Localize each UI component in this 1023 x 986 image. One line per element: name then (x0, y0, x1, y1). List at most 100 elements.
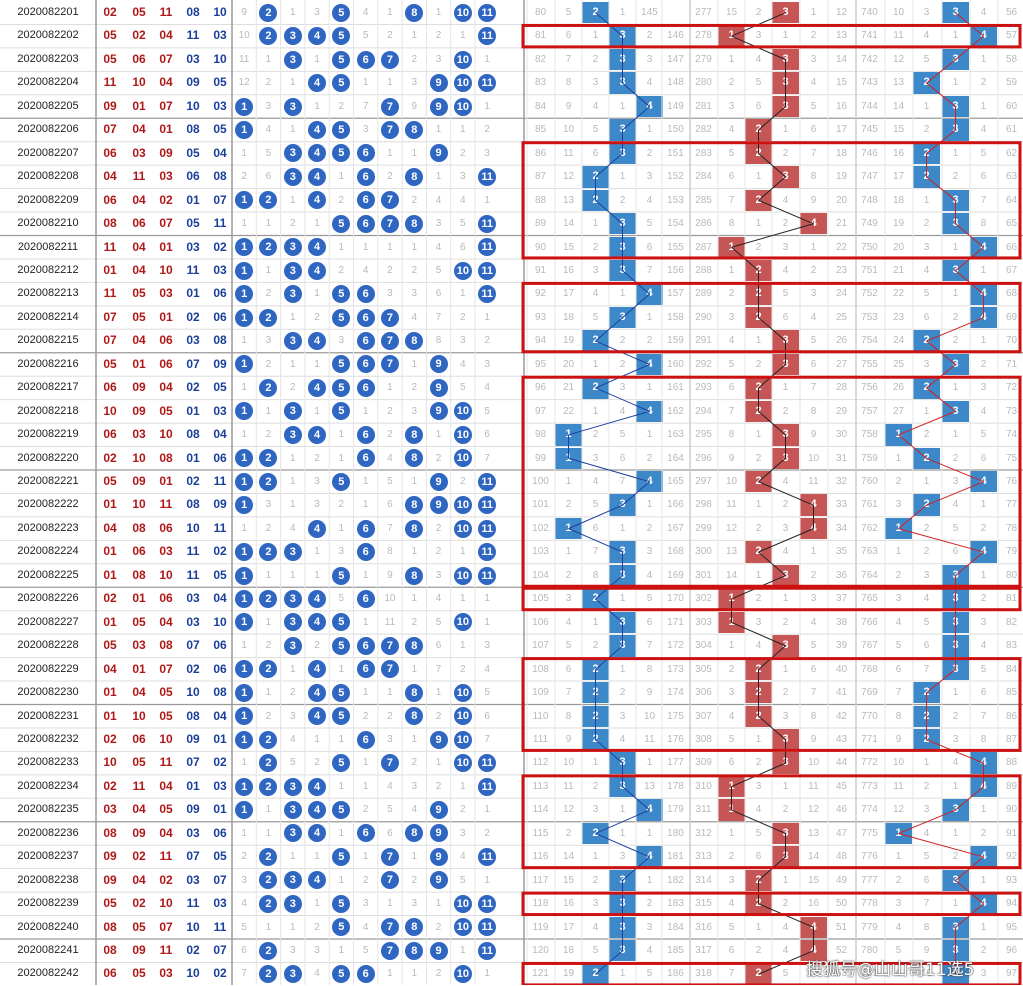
hit-ball: 9 (429, 730, 448, 749)
zone-value: 1 (952, 687, 959, 699)
hit-ball: 11 (478, 3, 497, 22)
miss-count: 1 (460, 30, 466, 42)
zone-value: 302 (695, 593, 712, 605)
miss-count: 5 (387, 476, 393, 487)
hit-ball: 8 (405, 3, 424, 22)
zone-value: 2 (619, 358, 626, 370)
draw-number: 07 (213, 872, 227, 887)
issue-number: 2020082234 (17, 779, 79, 792)
draw-number: 05 (132, 755, 146, 770)
miss-count: 1 (460, 640, 466, 652)
miss-count: 1 (387, 382, 393, 394)
hit-ball: 11 (478, 566, 497, 585)
zone-value: 6 (980, 171, 987, 183)
zone-value: 19 (892, 218, 905, 230)
zone-value: 12 (835, 7, 848, 18)
highlight-box (521, 141, 1022, 260)
zone-value: 741 (861, 30, 878, 42)
zone-value: 1 (952, 288, 959, 300)
hit-ball: 7 (380, 332, 399, 351)
miss-count: 2 (387, 429, 393, 441)
zone-value: 146 (667, 30, 684, 42)
hit-ball: 8 (405, 167, 424, 186)
draw-number: 05 (213, 849, 227, 864)
zone-value: 8 (592, 569, 599, 581)
draw-number: 05 (213, 122, 227, 137)
zone-value: 746 (861, 147, 878, 159)
hit-ball: 4 (308, 660, 327, 679)
zone-value: 303 (695, 616, 712, 628)
draw-number: 11 (213, 919, 227, 934)
hit-ball: 10 (453, 74, 472, 93)
miss-count: 1 (338, 780, 345, 792)
draw-number: 03 (213, 778, 227, 793)
miss-count: 5 (338, 593, 345, 605)
miss-count: 1 (435, 171, 442, 183)
trend-line (758, 528, 814, 553)
hit-ball: 11 (478, 472, 497, 491)
zone-value: 97 (1005, 968, 1018, 980)
zone-value: 91 (1005, 827, 1018, 839)
zone-value: 92 (1005, 851, 1018, 863)
hit-ball: 10 (453, 261, 472, 280)
trend-line (758, 199, 814, 225)
issue-number: 2020082209 (17, 193, 79, 206)
zone-value: 3 (895, 593, 902, 605)
hit-ball: 9 (429, 144, 448, 163)
hit-ball: 1 (235, 308, 254, 327)
draw-number: 06 (103, 145, 117, 160)
zone-value: 24 (835, 288, 848, 300)
zone-value: 166 (667, 499, 684, 511)
draw-number: 01 (103, 708, 117, 723)
zone-value: 4 (728, 898, 735, 910)
zone-value: 51 (835, 921, 848, 933)
trend-line (898, 504, 927, 530)
draw-number: 03 (186, 614, 200, 629)
hit-ball: 3 (283, 965, 302, 984)
issue-number: 2020082204 (17, 76, 79, 89)
miss-count: 3 (289, 710, 296, 722)
zone-value: 2 (619, 194, 626, 206)
zone-value: 6 (810, 663, 817, 675)
draw-number: 01 (132, 98, 146, 113)
draw-number: 11 (132, 778, 146, 793)
zone-value: 296 (695, 452, 712, 464)
miss-count: 3 (314, 476, 320, 487)
hit-ball: 8 (405, 707, 424, 726)
zone-value: 291 (695, 335, 712, 347)
zone-value: 2 (592, 780, 599, 792)
miss-count: 7 (387, 522, 393, 534)
draw-number: 08 (103, 825, 117, 840)
zone-value: 284 (695, 171, 712, 183)
zone-value: 1 (619, 7, 626, 18)
zone-value: 744 (861, 100, 878, 112)
zone-value: 92 (534, 288, 547, 300)
zone-value: 18 (562, 311, 575, 323)
zone-value: 119 (532, 921, 549, 933)
zone-value: 14 (892, 100, 905, 112)
zone-value: 7 (646, 264, 653, 276)
miss-count: 9 (411, 100, 418, 112)
hit-ball: 10 (453, 707, 472, 726)
zone-value: 149 (667, 100, 684, 112)
trend-line (926, 317, 984, 342)
draw-number: 11 (213, 216, 227, 231)
zone-value: 1 (952, 147, 959, 159)
zone-value: 7 (895, 687, 902, 699)
zone-value: 159 (667, 335, 684, 347)
zone-value: 1 (923, 100, 930, 112)
zone-value: 99 (534, 452, 547, 464)
trend-line (595, 199, 623, 225)
zone-value: 11 (808, 780, 819, 792)
issue-number: 2020082202 (17, 29, 79, 42)
miss-count: 1 (265, 921, 272, 933)
miss-count: 1 (435, 757, 442, 769)
zone-value: 29 (835, 405, 848, 417)
miss-count: 1 (460, 124, 466, 136)
zone-value: 145 (641, 7, 658, 18)
zone-value: 2 (782, 147, 789, 159)
zone-value: 286 (695, 218, 712, 230)
draw-number: 02 (186, 943, 200, 957)
zone-value: 168 (667, 546, 684, 558)
zone-value: 7 (565, 53, 572, 65)
